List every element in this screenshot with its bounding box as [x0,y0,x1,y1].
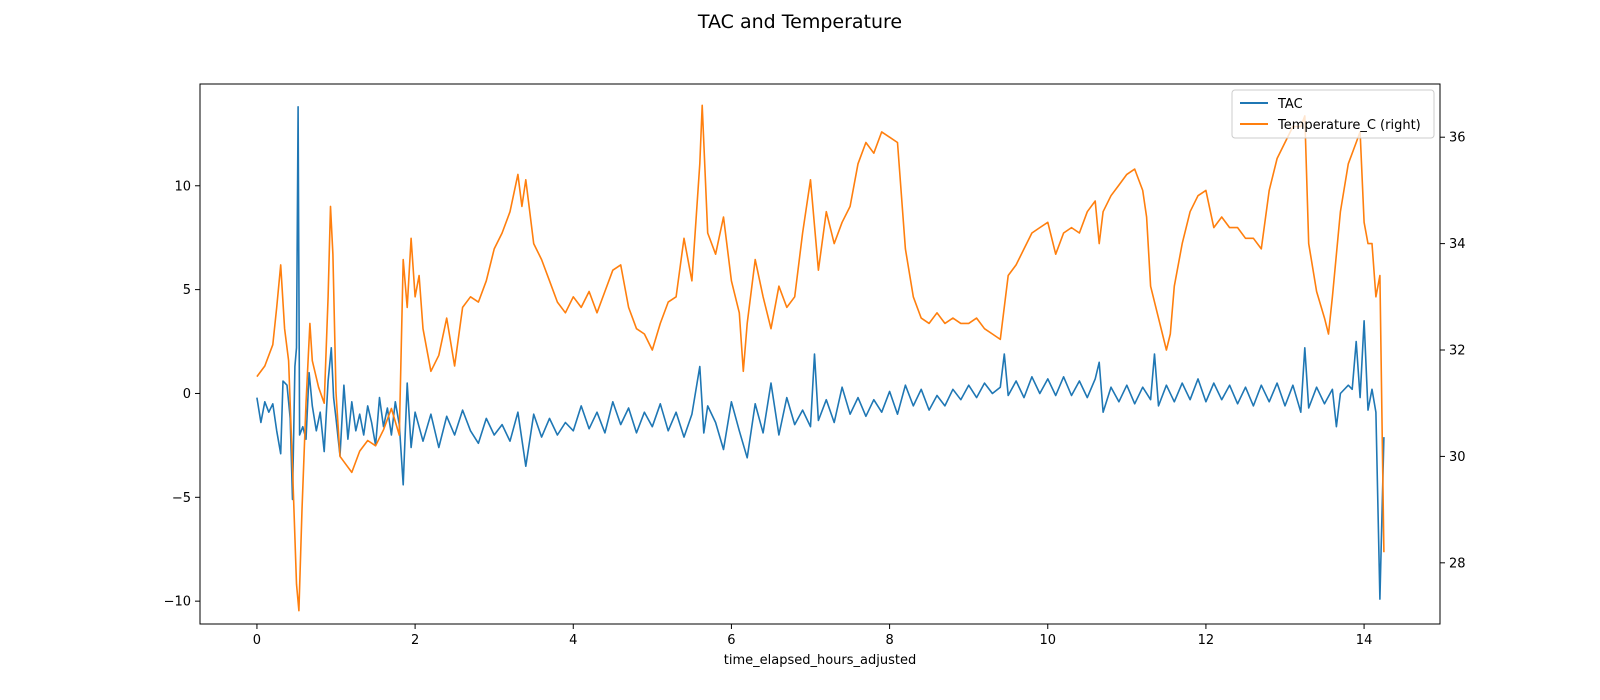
x-tick-label: 12 [1198,633,1215,648]
y-tick-label-right: 28 [1449,556,1466,571]
legend-label-tac: TAC [1277,97,1303,112]
plot-frame [199,83,1441,625]
chart-title: TAC and Temperature [697,11,902,33]
y-tick-label-right: 36 [1449,131,1466,146]
y-tick-label-left: 5 [183,283,191,298]
y-tick-label-right: 30 [1449,450,1466,465]
x-tick-label: 14 [1356,633,1373,648]
x-tick-label: 8 [885,633,893,648]
x-tick-label: 4 [569,633,577,648]
x-tick-label: 10 [1039,633,1056,648]
x-tick-label: 0 [253,633,261,648]
legend-box [1231,89,1435,139]
x-tick-label: 2 [411,633,419,648]
x-tick-label: 6 [727,633,735,648]
legend-label-temperature: Temperature_C (right) [1277,118,1421,133]
y-tick-label-left: −10 [164,595,191,610]
y-tick-label-right: 32 [1449,344,1466,359]
series-line-tac [256,106,1385,600]
series-line-temperature [256,104,1385,612]
y-tick-label-left: 0 [183,387,191,402]
y-tick-label-left: 10 [174,179,191,194]
legend: TAC Temperature_C (right) [1231,89,1435,139]
y-tick-label-right: 34 [1449,237,1466,252]
y-tick-label-left: −5 [172,491,191,506]
x-axis-title: time_elapsed_hours_adjusted [724,653,916,668]
